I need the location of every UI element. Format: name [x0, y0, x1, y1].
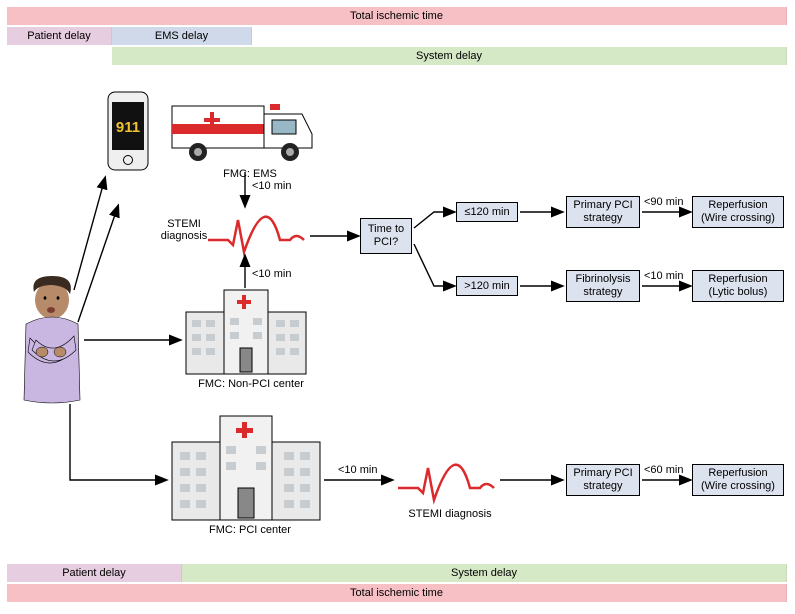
svg-text:911: 911 — [116, 119, 140, 136]
lt10-a: <10 min — [252, 180, 291, 192]
lt10-c: <10 min — [338, 464, 377, 476]
fibrinolysis-box: Fibrinolysis strategy — [566, 270, 640, 302]
lt10-d: <10 min — [644, 270, 683, 282]
stemi-diag-2-label: STEMI diagnosis — [400, 508, 500, 520]
hospital-non-pci-icon — [186, 290, 306, 374]
fmc-ems-label: FMC: EMS — [210, 168, 290, 180]
ecg-trace-2 — [398, 465, 494, 500]
lt60: <60 min — [644, 464, 683, 476]
total-ischemic-top: Total ischemic time — [7, 7, 787, 25]
stemi-diag-1-label: STEMI diagnosis — [154, 218, 214, 242]
system-delay-bottom: System delay — [182, 564, 787, 582]
patient-delay-bottom: Patient delay — [7, 564, 182, 582]
ecg-trace-1 — [208, 217, 304, 252]
lt10-b: <10 min — [252, 268, 291, 280]
fmc-non-pci-label: FMC: Non-PCI center — [186, 378, 316, 390]
reperf-lytic-box: Reperfusion (Lytic bolus) — [692, 270, 784, 302]
total-ischemic-bottom: Total ischemic time — [7, 584, 787, 602]
phone-icon: 911 — [108, 92, 148, 170]
reperf-wire-1-box: Reperfusion (Wire crossing) — [692, 196, 784, 228]
ems-delay-top: EMS delay — [112, 27, 252, 45]
time-to-pci-box: Time to PCI? — [360, 218, 412, 254]
hospital-pci-icon — [172, 416, 320, 520]
le120-box: ≤120 min — [456, 202, 518, 222]
primary-pci-1-box: Primary PCI strategy — [566, 196, 640, 228]
reperf-wire-2-box: Reperfusion (Wire crossing) — [692, 464, 784, 496]
system-delay-top: System delay — [112, 47, 787, 65]
patient-delay-top: Patient delay — [7, 27, 112, 45]
ambulance-icon — [172, 104, 312, 161]
primary-pci-2-box: Primary PCI strategy — [566, 464, 640, 496]
gt120-box: >120 min — [456, 276, 518, 296]
patient-icon — [24, 276, 80, 403]
lt90: <90 min — [644, 196, 683, 208]
fmc-pci-label: FMC: PCI center — [190, 524, 310, 536]
diagram-overlay: 911 — [0, 0, 795, 614]
